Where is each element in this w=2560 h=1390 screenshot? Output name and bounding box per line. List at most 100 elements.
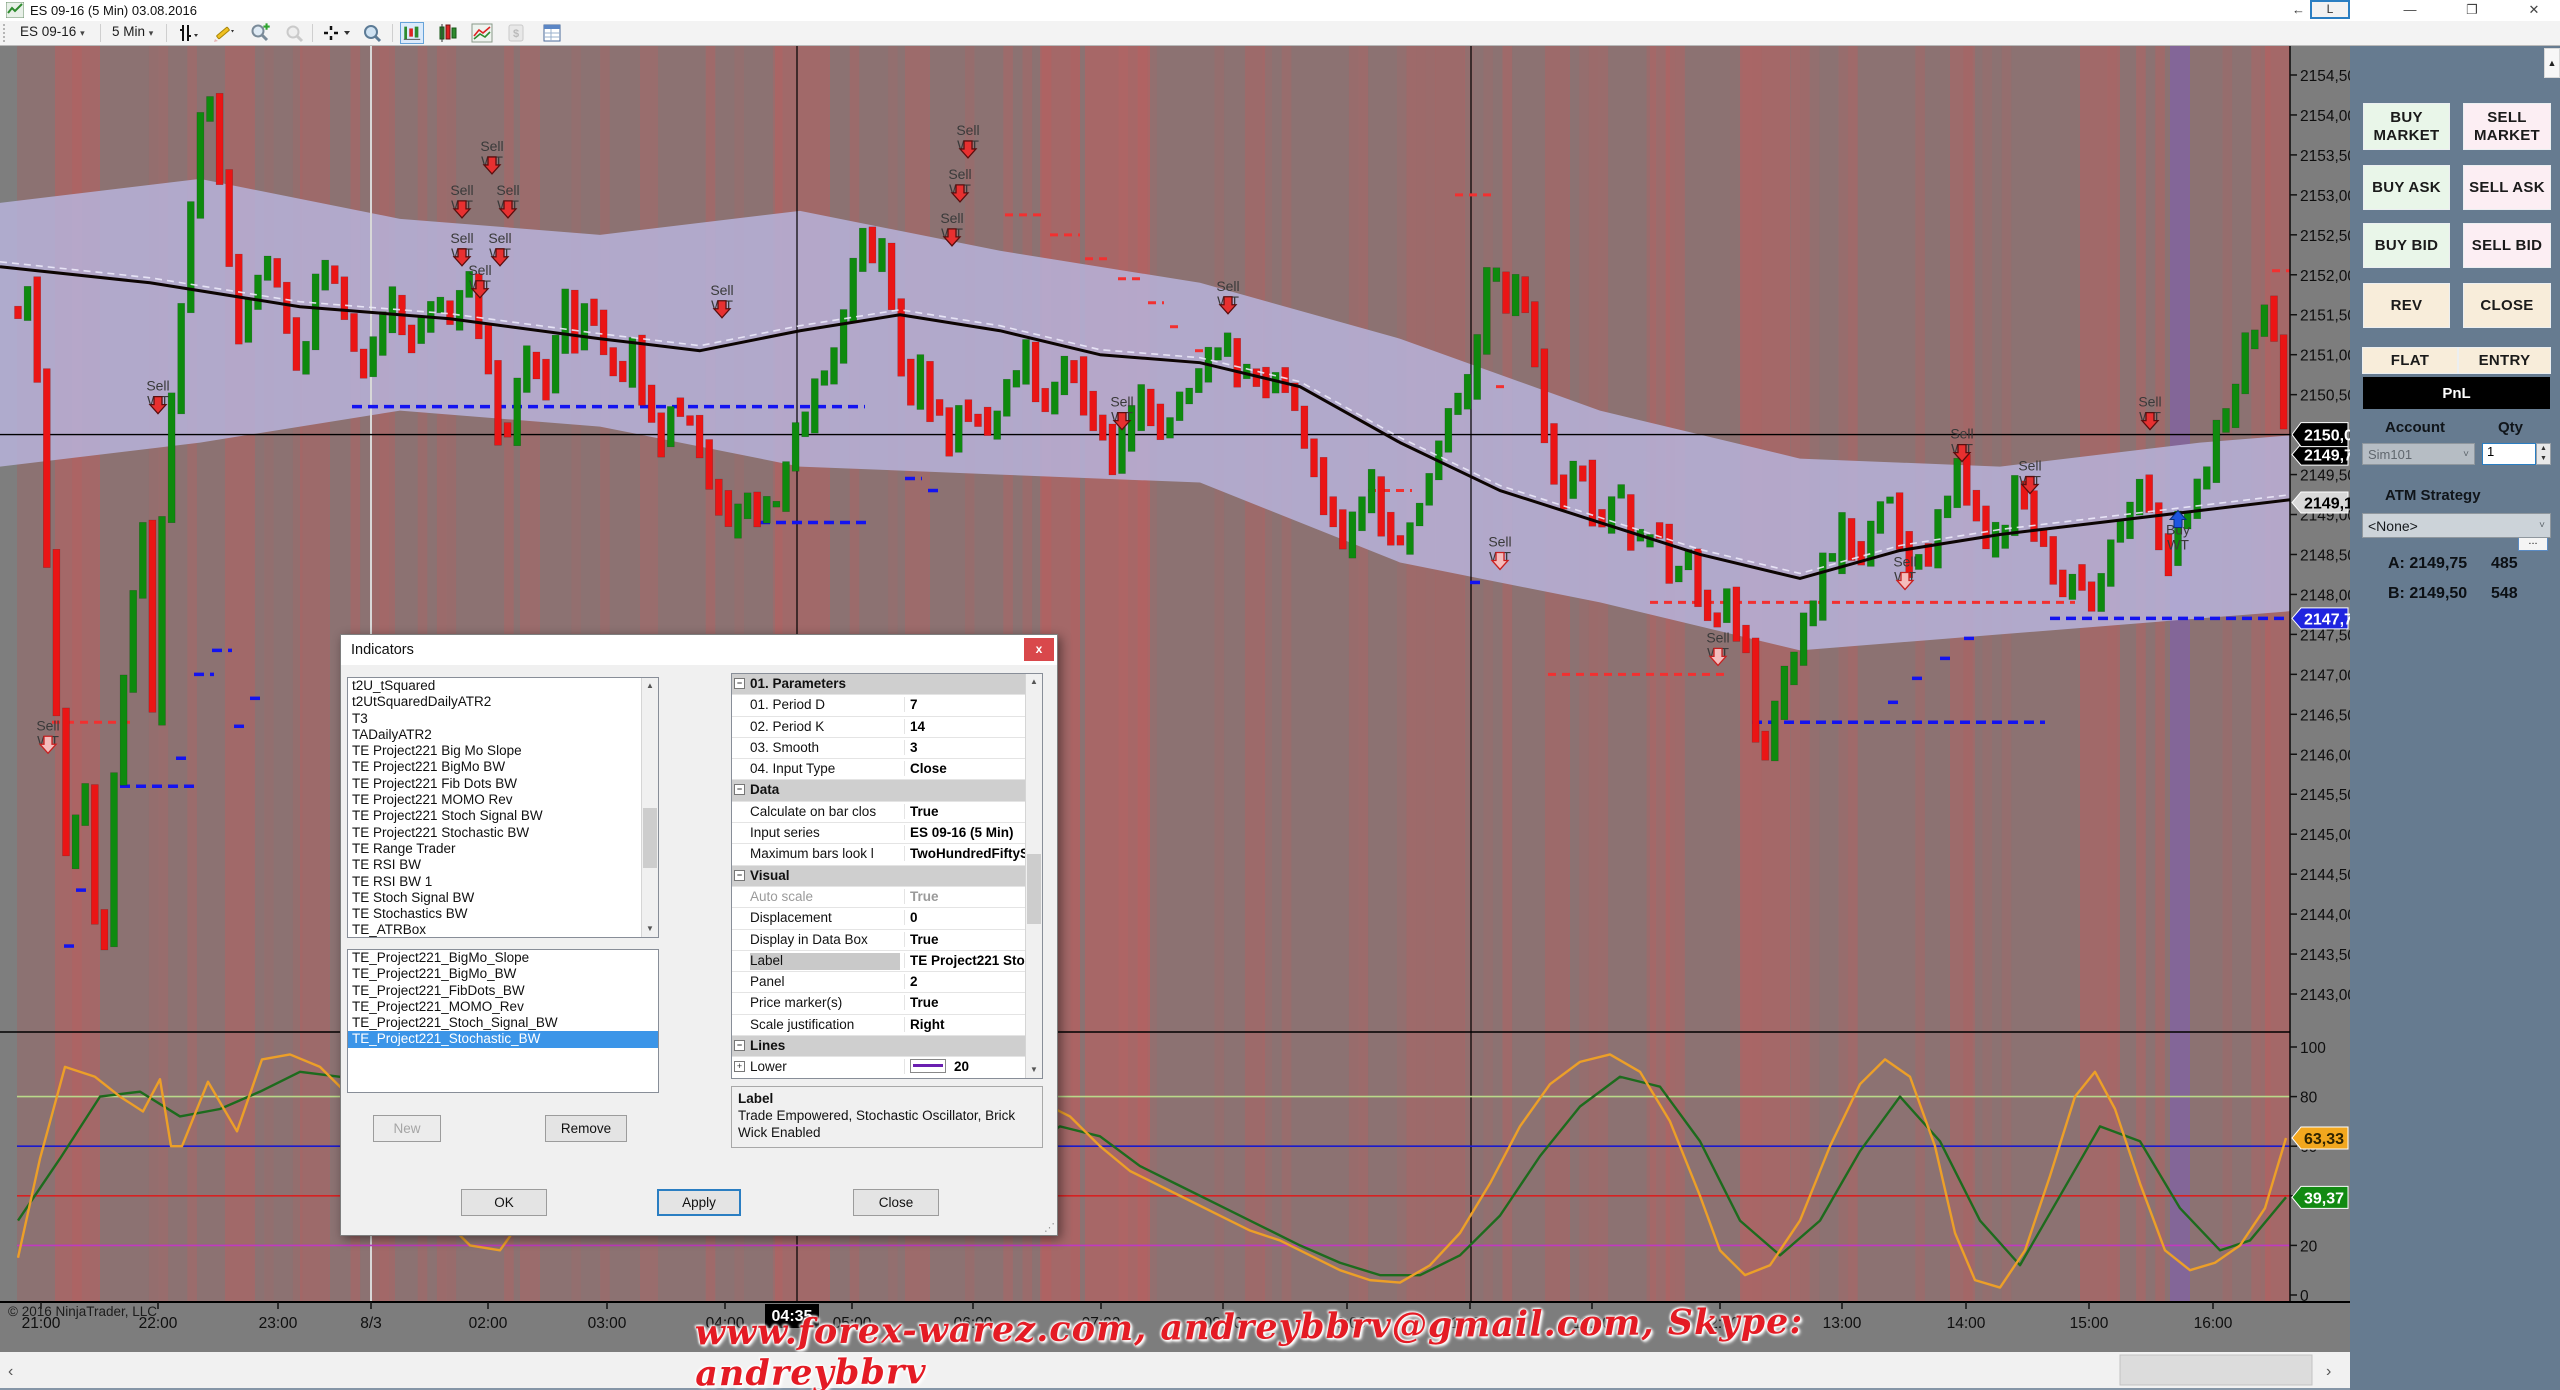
property-row[interactable]: 02. Period K 14 — [732, 717, 1042, 738]
svg-text:2144,00: 2144,00 — [2300, 907, 2356, 924]
property-row[interactable]: + Lower 20 — [732, 1057, 1042, 1078]
sell-signal-marker: SellWT — [940, 210, 964, 247]
window-title: ES 09-16 (5 Min) 03.08.2016 — [30, 3, 197, 18]
list-item[interactable]: TE_Project221_BigMo_BW — [352, 966, 517, 982]
indicator-applied-list[interactable]: TE_Project221_BigMo_Slope TE_Project221_B… — [347, 949, 659, 1093]
property-category[interactable]: − Visual — [732, 865, 1042, 887]
data-grid-icon[interactable] — [540, 22, 564, 44]
list-item[interactable]: TE Project221 Stochastic BW — [352, 824, 530, 840]
chart-style-icon[interactable] — [470, 22, 494, 44]
chart-trader-icon[interactable] — [400, 22, 424, 44]
property-row[interactable]: Scale justification Right — [732, 1015, 1042, 1037]
svg-text:2150,50: 2150,50 — [2300, 388, 2356, 405]
restore-button[interactable]: ❐ — [2466, 2, 2478, 17]
qty-stepper[interactable]: ▲ ▼ — [2536, 443, 2551, 465]
watermark-text: www.forex-warez.com, andreybbrv@gmail.co… — [694, 1300, 1804, 1390]
indicator-available-list[interactable]: t2U_tSquared t2UtSquaredDailyATR2 T3 TADail… — [347, 677, 659, 938]
bid-quote: B: 2149,50 548 — [2388, 585, 2518, 602]
list-item[interactable]: TE Project221 MOMO Rev — [352, 792, 513, 808]
flat-button[interactable]: FLAT — [2362, 347, 2458, 374]
account-select[interactable]: Sim101 ˅ — [2362, 443, 2475, 465]
scroll-up-button[interactable]: ▲ — [2544, 48, 2560, 78]
dialog-close-button[interactable]: x — [1024, 638, 1054, 661]
commissions-icon[interactable]: $ — [504, 22, 528, 44]
close-button[interactable]: ✕ — [2528, 2, 2540, 17]
list-item[interactable]: TE Project221 Stoch Signal BW — [352, 808, 543, 824]
dialog-resize-grip[interactable]: ⋰ — [1044, 1222, 1055, 1234]
list-item[interactable]: TE Project221 BigMo BW — [352, 759, 506, 775]
property-row[interactable]: Panel 2 — [732, 972, 1042, 994]
sell-market-button[interactable]: SELL MARKET — [2463, 103, 2551, 150]
svg-text:80: 80 — [2300, 1090, 2318, 1107]
zoom-in-icon[interactable] — [248, 22, 272, 44]
property-row[interactable]: Label TE Project221 Stocl — [732, 951, 1042, 973]
buy-market-button[interactable]: BUY MARKET — [2363, 103, 2450, 150]
buy-ask-button[interactable]: BUY ASK — [2363, 165, 2450, 210]
property-category[interactable]: −01. Parameters — [732, 674, 1042, 696]
svg-text:11:00: 11:00 — [1573, 1315, 1611, 1332]
indicator-property-grid[interactable]: −01. Parameters 01. Period D 7 02. Period K… — [731, 673, 1043, 1079]
property-row[interactable]: Auto scale True — [732, 887, 1042, 909]
list-item[interactable]: TE_Project221_Stochastic_BW — [348, 1031, 658, 1048]
entry-button[interactable]: ENTRY — [2458, 347, 2551, 374]
property-category[interactable]: − Lines — [732, 1036, 1042, 1058]
pnl-display[interactable]: PnL — [2363, 377, 2550, 409]
list-item[interactable]: TE_Project221_FibDots_BW — [352, 982, 525, 998]
list-item[interactable]: TE_Project221_BigMo_Slope — [352, 950, 530, 965]
qty-input[interactable]: 1 — [2482, 443, 2536, 465]
sell-bid-button[interactable]: SELL BID — [2463, 223, 2551, 268]
list-item[interactable]: TE Project221 Fib Dots BW — [352, 775, 518, 791]
list-item[interactable]: TE RSI BW — [352, 857, 422, 873]
price-marker-badge: 39,37 — [2291, 1185, 2349, 1209]
rev-button[interactable]: REV — [2363, 283, 2450, 328]
property-row[interactable]: Calculate on bar clos True — [732, 802, 1042, 824]
link-button[interactable]: L — [2310, 0, 2350, 19]
list-item[interactable]: TE_Project221_MOMO_Rev — [352, 998, 524, 1014]
list-item[interactable]: TE Stoch Signal BW — [352, 889, 475, 905]
list-item[interactable]: TE_ATRBox — [352, 922, 427, 938]
bar-style-icon[interactable] — [176, 22, 200, 44]
close-dialog-button[interactable]: Close — [853, 1189, 939, 1216]
property-grid-scrollbar[interactable]: ▲ ▼ — [1025, 674, 1042, 1078]
interval-selector[interactable]: 5 Min ▾ — [112, 24, 154, 39]
dialog-title-bar[interactable]: Indicators x — [341, 635, 1057, 665]
list-item[interactable]: TE RSI BW 1 — [352, 873, 433, 889]
zoom-out-icon[interactable] — [282, 22, 306, 44]
close-button[interactable]: CLOSE — [2463, 283, 2551, 328]
data-box-icon[interactable] — [360, 22, 384, 44]
minimize-button[interactable]: — — [2403, 2, 2417, 17]
property-category[interactable]: − Data — [732, 780, 1042, 802]
price-axis[interactable]: 2154,50 2154,00 2153,50 2153,00 2152,50 2152,… — [2289, 45, 2362, 1352]
crosshair-icon[interactable] — [320, 22, 354, 44]
property-row[interactable]: Displacement 0 — [732, 908, 1042, 930]
property-row[interactable]: 03. Smooth 3 — [732, 738, 1042, 760]
time-axis[interactable]: 21:00 22:00 23:00 8/3 02:00 03:00 04:00 05:00 06… — [0, 1301, 2350, 1352]
property-row[interactable]: Input series ES 09-16 (5 Min) — [732, 823, 1042, 845]
property-row[interactable]: Display in Data Box True — [732, 930, 1042, 951]
ok-button[interactable]: OK — [461, 1189, 547, 1216]
horizontal-scrollbar[interactable]: ‹ › — [0, 1352, 2350, 1388]
property-row[interactable]: Maximum bars look l TwoHundredFiftySix — [732, 844, 1042, 866]
property-row[interactable]: 04. Input Type Close — [732, 759, 1042, 781]
list-item[interactable]: TE Stochastics BW — [352, 906, 468, 922]
remove-button[interactable]: Remove — [545, 1115, 627, 1142]
toolbar-grip[interactable] — [3, 24, 10, 42]
drawing-tools-icon[interactable] — [212, 22, 236, 44]
list-item[interactable]: TE Project221 Big Mo Slope — [352, 743, 522, 759]
property-row[interactable]: Price marker(s) True — [732, 993, 1042, 1015]
list-item[interactable]: t2U_tSquared — [352, 678, 436, 693]
instrument-selector[interactable]: ES 09-16 ▾ — [20, 24, 85, 39]
list-item[interactable]: TE Range Trader — [352, 840, 456, 856]
sell-ask-button[interactable]: SELL ASK — [2463, 165, 2551, 210]
apply-button[interactable]: Apply — [657, 1189, 741, 1216]
list-item[interactable]: t2UtSquaredDailyATR2 — [352, 694, 492, 710]
buy-bid-button[interactable]: BUY BID — [2363, 223, 2450, 268]
atm-strategy-select[interactable]: <None> ˅ — [2362, 513, 2551, 538]
list-item[interactable]: T3 — [352, 710, 368, 726]
list-item[interactable]: TE_Project221_Stoch_Signal_BW — [352, 1015, 558, 1031]
available-list-scrollbar[interactable]: ▲ ▼ — [641, 678, 658, 937]
list-item[interactable]: TADailyATR2 — [352, 726, 432, 742]
indicators-icon[interactable] — [436, 22, 460, 44]
